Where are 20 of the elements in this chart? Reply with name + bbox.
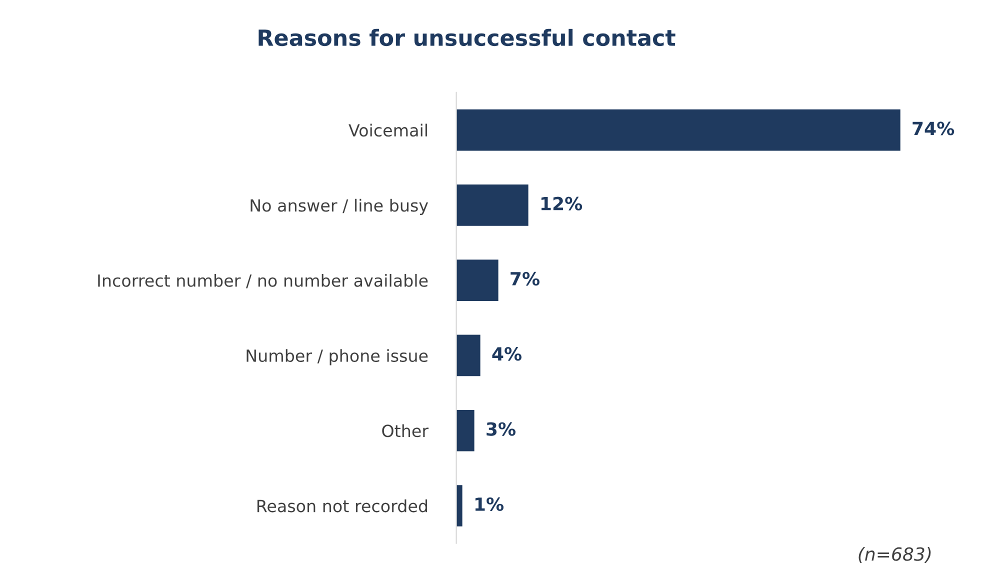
- chart-title: Reasons for unsuccessful contact: [258, 28, 676, 46]
- data-label: 4%: [492, 347, 522, 361]
- y-tick-label: Voicemail: [348, 124, 427, 137]
- bar: [456, 485, 462, 526]
- data-label: 3%: [486, 422, 516, 436]
- bar: [456, 260, 498, 301]
- data-label: 1%: [475, 497, 504, 511]
- y-tick-label: Reason not recorded: [257, 499, 428, 512]
- text: (n=683): [858, 546, 931, 564]
- bar: [456, 334, 480, 376]
- y-tick-label: Number / phone issue: [246, 349, 428, 366]
- y-tick-label: Other: [382, 424, 429, 438]
- data-label: 12%: [541, 196, 582, 210]
- bar: [456, 184, 528, 226]
- y-tick-label: Incorrect number / no number available: [98, 274, 428, 288]
- data-label: 7%: [510, 272, 540, 286]
- bar: [456, 410, 474, 452]
- data-label: 74%: [912, 122, 954, 136]
- bar: [456, 109, 900, 151]
- y-tick-label: No answer / line busy: [250, 198, 428, 215]
